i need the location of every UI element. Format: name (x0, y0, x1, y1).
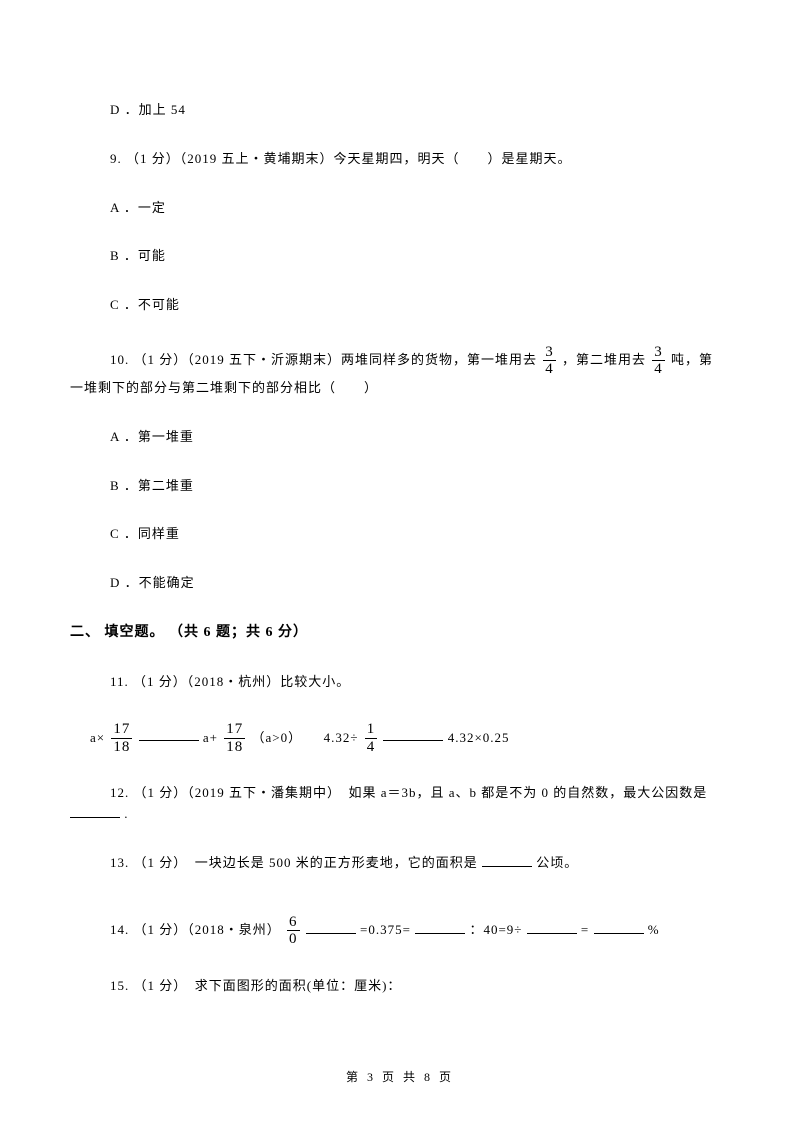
q11-math-1: a× (90, 728, 105, 749)
q14-post: % (648, 922, 660, 937)
blank-q14-3 (527, 920, 577, 934)
q11-math-2: a+ (203, 728, 218, 749)
question-14: 14. （1 分）（2018・泉州） 6 0 =0.375= ：40=9÷ = … (110, 914, 730, 948)
option-b-q10: B ．第二堆重 (110, 476, 730, 497)
fraction-6-0: 6 0 (287, 914, 300, 948)
option-b-q9: B ．可能 (110, 246, 730, 267)
q10-text-mid: ，第二堆用去 (562, 352, 650, 367)
option-d-q8: D ．加上 54 (110, 100, 730, 121)
option-a-q10: A ．第一堆重 (110, 427, 730, 448)
q14-mid1: =0.375= (360, 922, 411, 937)
q12-line2-text: . (124, 806, 128, 821)
blank-q14-4 (594, 920, 644, 934)
blank-q13 (482, 853, 532, 867)
question-11: 11. （1 分）（2018・杭州）比较大小。 (110, 672, 730, 693)
blank-q14-1 (306, 920, 356, 934)
section-2-header: 二、 填空题。 （共 6 题；共 6 分） (70, 622, 730, 644)
q10-text-pre: 10. （1 分）（2019 五下・沂源期末）两堆同样多的货物，第一堆用去 (110, 352, 541, 367)
q11-math-3: （a>0） 4.32÷ (251, 728, 358, 749)
fraction-3-4-second: 3 4 (652, 344, 665, 378)
option-d-q10: D ．不能确定 (110, 573, 730, 594)
blank-q14-2 (415, 920, 465, 934)
question-12: 12. （1 分）（2019 五下・潘集期中） 如果 a＝3b，且 a、b 都是… (70, 783, 730, 825)
blank-q12 (70, 804, 120, 818)
fraction-17-18-first: 17 18 (111, 721, 132, 755)
q14-mid3: = (581, 922, 589, 937)
q10-line2: 一堆剩下的部分与第二堆剩下的部分相比（ ） (70, 378, 730, 399)
question-11-math: a× 17 18 a+ 17 18 （a>0） 4.32÷ 1 4 4.32×0… (90, 721, 730, 755)
q12-line1: 12. （1 分）（2019 五下・潘集期中） 如果 a＝3b，且 a、b 都是… (110, 783, 730, 804)
question-13: 13. （1 分） 一块边长是 500 米的正方形麦地，它的面积是 公顷。 (110, 853, 730, 874)
q10-text-post: 吨，第 (671, 352, 713, 367)
q14-pre: 14. （1 分）（2018・泉州） (110, 922, 281, 937)
option-a-q9: A ．一定 (110, 198, 730, 219)
blank-q11-1 (139, 727, 199, 741)
question-9: 9. （1 分）（2019 五上・黄埔期末）今天星期四，明天（ ）是星期天。 (110, 149, 730, 170)
fraction-17-18-second: 17 18 (224, 721, 245, 755)
option-c-q9: C ．不可能 (110, 295, 730, 316)
question-15: 15. （1 分） 求下面图形的面积(单位：厘米)： (110, 976, 730, 997)
fraction-3-4-first: 3 4 (543, 344, 556, 378)
q14-mid2: ：40=9÷ (469, 922, 522, 937)
q11-math-4: 4.32×0.25 (448, 728, 510, 749)
option-c-q10: C ．同样重 (110, 524, 730, 545)
fraction-1-4: 1 4 (365, 721, 378, 755)
blank-q11-2 (383, 727, 443, 741)
q13-pre: 13. （1 分） 一块边长是 500 米的正方形麦地，它的面积是 (110, 855, 478, 870)
q13-post: 公顷。 (536, 855, 578, 870)
page-footer: 第 3 页 共 8 页 (0, 1068, 800, 1087)
question-10: 10. （1 分）（2019 五下・沂源期末）两堆同样多的货物，第一堆用去 3 … (70, 344, 730, 399)
